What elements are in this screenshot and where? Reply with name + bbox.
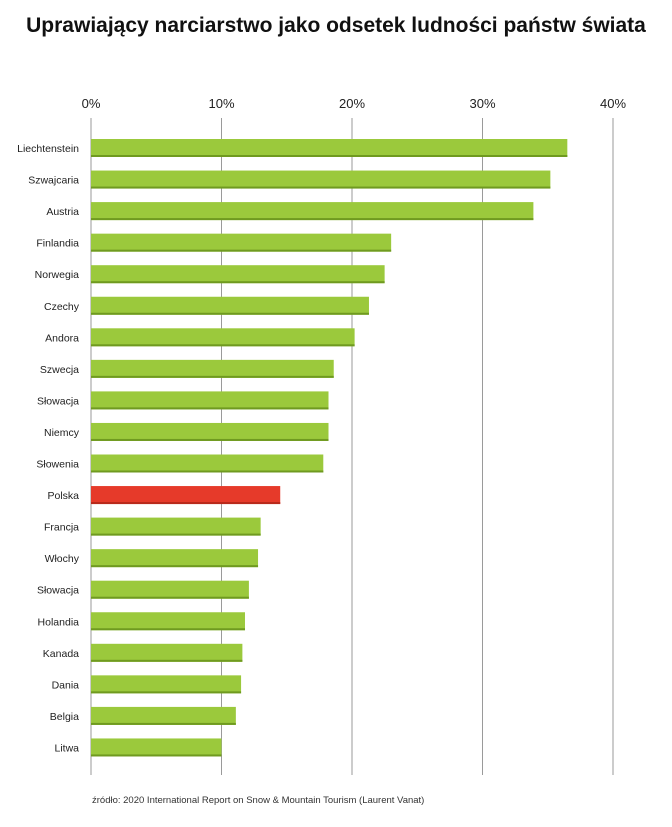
bar-shadow	[91, 312, 369, 315]
bar	[91, 233, 392, 252]
bar-shadow	[91, 659, 243, 662]
category-label: Norwegia	[35, 269, 80, 281]
x-tick-label: 40%	[600, 96, 626, 111]
category-label: Szwecja	[40, 364, 79, 376]
category-label: Niemcy	[44, 427, 80, 439]
category-label: Czechy	[44, 301, 80, 313]
x-axis-ticks: 0% 10% 20% 30% 40%	[82, 96, 627, 111]
bar	[91, 612, 245, 631]
category-label: Dania	[52, 679, 80, 691]
bar	[91, 328, 355, 347]
bar-shadow	[91, 344, 355, 347]
bar-highlighted	[91, 486, 281, 505]
bar	[91, 517, 261, 536]
bar	[91, 139, 568, 157]
bar	[91, 359, 334, 378]
bar-shadow	[91, 375, 334, 378]
category-labels: Liechtenstein Szwajcaria Austria Finlandia N…	[17, 143, 80, 754]
bar-shadow	[91, 691, 242, 694]
bars	[91, 139, 568, 757]
bar-shadow	[91, 754, 222, 757]
category-label: Słowacja	[37, 585, 79, 597]
bar	[91, 643, 243, 662]
bar	[91, 391, 329, 410]
category-label: Liechtenstein	[17, 143, 79, 155]
bar-shadow	[91, 502, 281, 505]
x-tick-label: 30%	[469, 96, 495, 111]
bar	[91, 296, 369, 315]
bar	[91, 422, 329, 441]
bar-shadow	[91, 565, 259, 568]
bar	[91, 265, 385, 284]
bar-shadow	[91, 407, 329, 410]
bar-shadow	[91, 722, 236, 725]
bar-shadow	[91, 155, 568, 157]
bar	[91, 738, 222, 757]
bar	[91, 454, 324, 473]
bar	[91, 675, 242, 694]
chart-title: Uprawiający narciarstwo jako odsetek lud…	[26, 14, 646, 37]
category-label: Polska	[47, 490, 79, 502]
source-note: źródło: 2020 International Report on Sno…	[92, 795, 425, 806]
bar	[91, 580, 249, 599]
category-label: Francja	[44, 522, 79, 534]
bar	[91, 706, 236, 725]
bar-shadow	[91, 281, 385, 284]
bar-shadow	[91, 186, 551, 189]
bar	[91, 170, 551, 189]
bar-shadow	[91, 438, 329, 441]
category-label: Słowenia	[36, 459, 79, 471]
category-label: Andora	[45, 332, 79, 344]
bar-shadow	[91, 596, 249, 599]
category-label: Kanada	[43, 648, 79, 660]
x-tick-label: 20%	[339, 96, 365, 111]
gridlines	[90, 118, 614, 775]
x-tick-label: 0%	[82, 96, 101, 111]
category-label: Włochy	[45, 553, 80, 565]
bar	[91, 202, 534, 221]
bar-shadow	[91, 470, 324, 473]
bar-shadow	[91, 628, 245, 631]
bar-shadow	[91, 218, 534, 221]
bar-shadow	[91, 533, 261, 536]
category-label: Austria	[46, 206, 79, 218]
category-label: Słowacja	[37, 395, 79, 407]
bar	[91, 549, 259, 568]
category-label: Holandia	[38, 616, 80, 628]
category-label: Szwajcaria	[28, 175, 79, 187]
x-tick-label: 10%	[208, 96, 234, 111]
category-label: Litwa	[54, 742, 79, 754]
category-label: Belgia	[50, 711, 79, 723]
category-label: Finlandia	[36, 238, 79, 250]
bar-shadow	[91, 249, 392, 252]
